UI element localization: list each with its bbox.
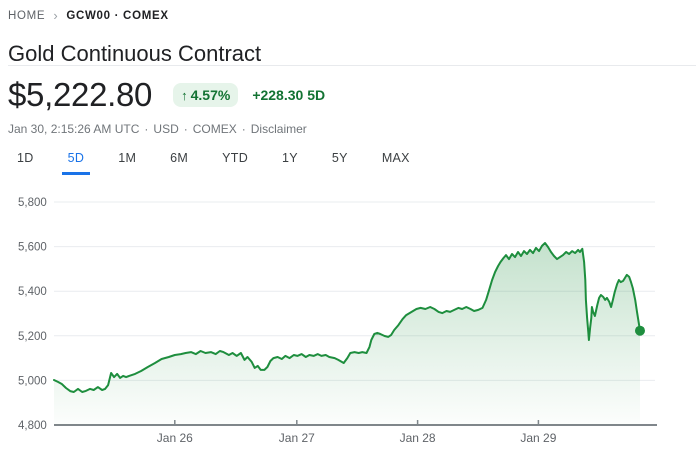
quote-exchange: COMEX: [192, 122, 237, 136]
quote-currency: USD: [153, 122, 179, 136]
y-tick-label: 5,400: [18, 286, 47, 298]
arrow-up-icon: ↑: [181, 87, 188, 103]
tab-ytd[interactable]: YTD: [216, 146, 254, 175]
current-price: $5,222.80: [8, 76, 153, 113]
tab-6m[interactable]: 6M: [164, 146, 194, 175]
x-tick-label: Jan 28: [400, 431, 436, 445]
tab-5y[interactable]: 5Y: [326, 146, 354, 175]
meta-separator: ·: [183, 122, 188, 136]
price-area-fill: [54, 243, 640, 425]
y-tick-label: 5,800: [18, 197, 47, 209]
tab-max[interactable]: MAX: [376, 146, 416, 175]
y-tick-label: 4,800: [18, 420, 47, 432]
breadcrumb-home-link[interactable]: HOME: [8, 9, 46, 22]
disclaimer-link[interactable]: Disclaimer: [250, 122, 307, 136]
tab-5d[interactable]: 5D: [61, 146, 91, 175]
meta-separator: ·: [241, 122, 246, 136]
y-tick-label: 5,000: [18, 375, 47, 387]
change-percent-badge: ↑ 4.57%: [173, 83, 239, 107]
tab-1y[interactable]: 1Y: [276, 146, 304, 175]
quote-meta: Jan 30, 2:15:26 AM UTC · USD · COMEX · Disclai…: [8, 122, 307, 136]
range-tabs: 1D 5D 1M 6M YTD 1Y 5Y MAX: [11, 146, 438, 175]
page-title: Gold Continuous Contract: [8, 40, 262, 66]
breadcrumb-symbol: GCW00 · COMEX: [66, 9, 169, 22]
price-chart[interactable]: 5,800 5,600 5,400 5,200 5,000 4,800 Jan 26 Jan …: [0, 185, 696, 460]
meta-separator: ·: [144, 122, 149, 136]
quote-row: $5,222.80 ↑ 4.57% +228.30 5D: [8, 76, 325, 114]
y-tick-label: 5,200: [18, 331, 47, 343]
chart-container: 5,800 5,600 5,400 5,200 5,000 4,800 Jan 26 Jan …: [0, 185, 696, 460]
last-price-dot: [635, 325, 645, 336]
x-tick-label: Jan 29: [520, 431, 556, 445]
y-tick-label: 5,600: [18, 242, 47, 254]
chevron-right-icon: ›: [53, 8, 59, 23]
header-divider: [8, 65, 696, 66]
price-line[interactable]: [53, 242, 641, 393]
breadcrumb: HOME › GCW00 · COMEX: [8, 8, 169, 23]
tab-1m[interactable]: 1M: [112, 146, 142, 175]
quote-timestamp: Jan 30, 2:15:26 AM UTC: [8, 122, 140, 136]
tab-1d[interactable]: 1D: [11, 146, 40, 175]
x-tick-label: Jan 27: [279, 431, 315, 445]
change-absolute: +228.30 5D: [252, 87, 326, 103]
x-tick-label: Jan 26: [157, 431, 193, 445]
change-percent-value: 4.57%: [190, 87, 231, 103]
